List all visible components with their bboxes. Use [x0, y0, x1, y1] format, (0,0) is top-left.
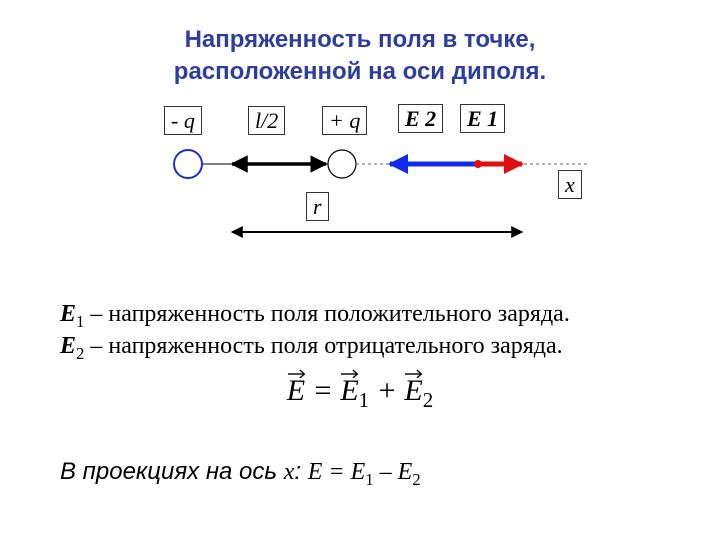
plus-sign: +	[369, 374, 404, 407]
lhs-e-vec: E	[287, 374, 305, 408]
e2-text: – напряженность поля отрицательного заря…	[84, 333, 562, 359]
e1-description: E1 – напряженность поля положительного з…	[60, 298, 680, 333]
e1-symbol: E	[60, 301, 76, 327]
proj-lhs: E	[308, 459, 323, 485]
dipole-axis-diagram: - q l/2 + q E 2 E 1	[120, 102, 600, 272]
label-plus-q: + q	[322, 108, 367, 134]
label-e2: E 2	[398, 106, 443, 132]
page-title: Напряженность поля в точке, расположенно…	[0, 24, 720, 89]
e1-text: – напряженность поля положительного заря…	[84, 301, 569, 327]
proj-t2-sub: 2	[412, 470, 420, 489]
proj-t2: E	[398, 459, 413, 485]
vector-arrow-icon	[287, 368, 305, 378]
title-line-1: Напряженность поля в точке,	[185, 26, 536, 53]
proj-t1: E	[351, 459, 366, 485]
eq-sign: =	[305, 374, 340, 407]
proj-t1-sub: 1	[365, 470, 373, 489]
title-line-2: расположенной на оси диполя.	[174, 58, 546, 85]
r2-sub: 2	[423, 388, 434, 412]
label-l-half: l/2	[248, 108, 285, 134]
vector-sum-equation: E = E 1 + E 2	[0, 374, 720, 413]
e2-description: E2 – напряженность поля отрицательного з…	[60, 330, 680, 365]
r1-e-vec: E	[340, 374, 358, 408]
projection-axis: x	[284, 459, 295, 485]
label-e1: E 1	[460, 106, 505, 132]
vector-arrow-icon	[404, 368, 422, 378]
test-point-icon	[474, 160, 482, 168]
proj-eq: =	[322, 459, 350, 485]
proj-minus: –	[374, 459, 398, 485]
projection-prefix: В проекциях на ось	[60, 458, 284, 485]
e2-symbol: E	[60, 333, 76, 359]
projection-line: В проекциях на ось x: E = E1 – E2	[60, 456, 680, 491]
r1-sub: 1	[359, 388, 370, 412]
label-minus-q: - q	[164, 108, 202, 134]
r2-e-vec: E	[404, 374, 422, 408]
label-x: x	[558, 172, 582, 198]
positive-charge-icon	[328, 150, 356, 178]
vector-arrow-icon	[340, 368, 358, 378]
projection-colon: :	[294, 458, 307, 485]
label-r: r	[306, 194, 329, 220]
negative-charge-icon	[174, 150, 202, 178]
